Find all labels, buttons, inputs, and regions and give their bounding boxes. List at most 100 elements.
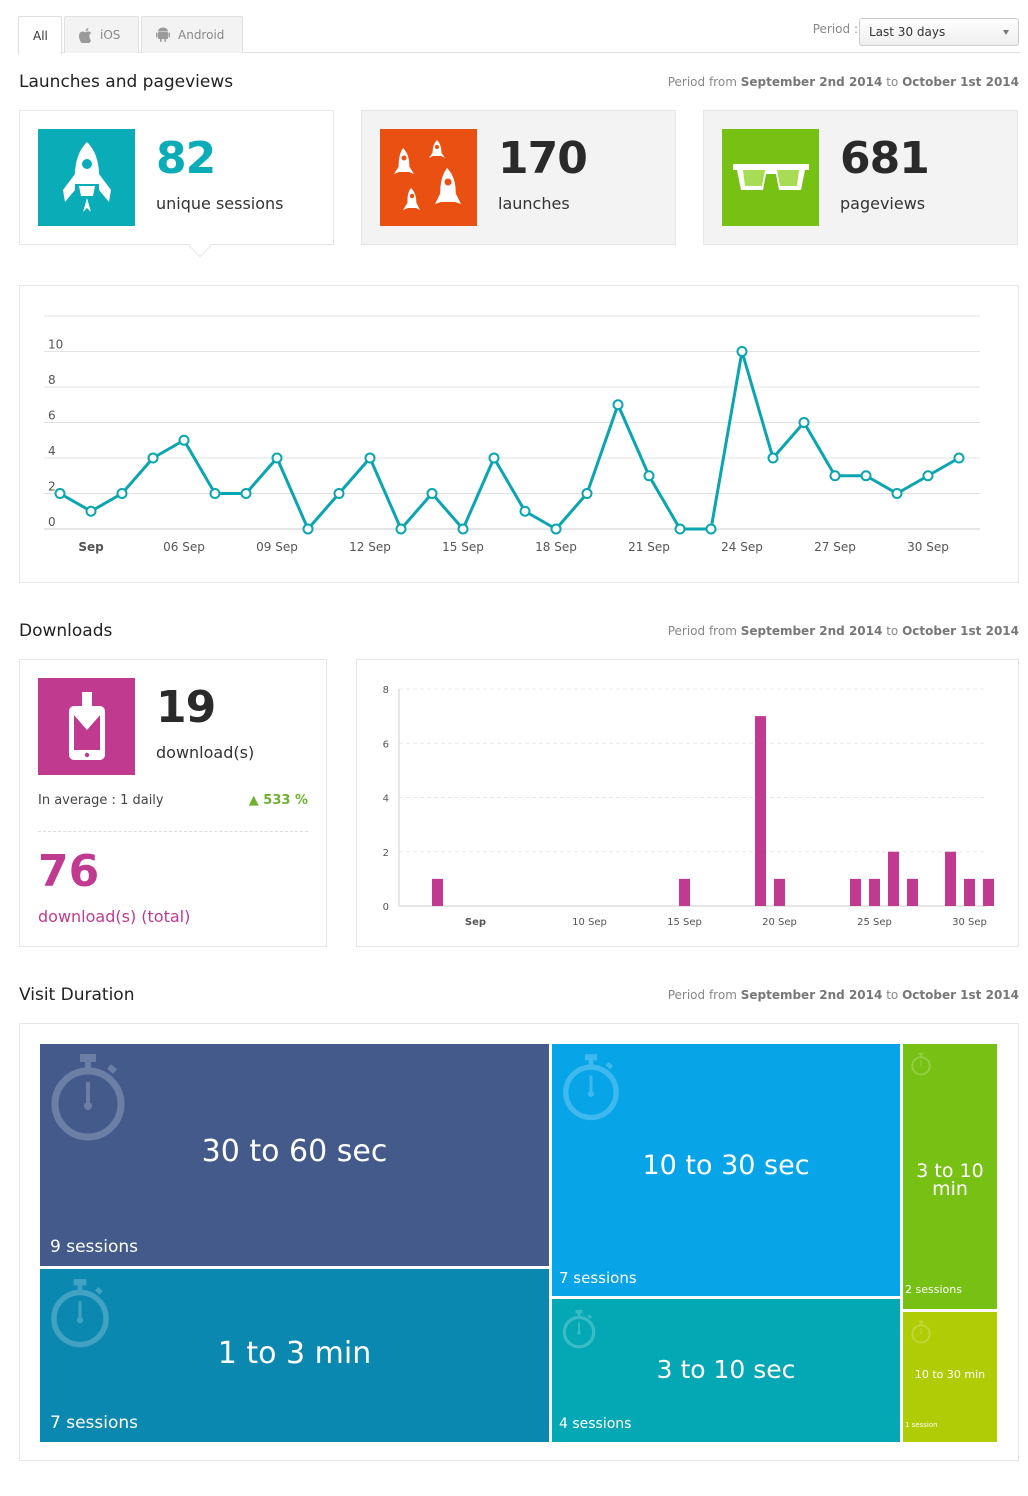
phone-download-icon bbox=[38, 678, 135, 775]
bar bbox=[755, 716, 766, 906]
x-tick-label: 21 Sep bbox=[628, 540, 670, 554]
period-start: September 2nd 2014 bbox=[740, 75, 883, 89]
android-icon bbox=[156, 27, 170, 43]
data-point bbox=[116, 488, 128, 499]
tab-ios[interactable]: iOS bbox=[64, 16, 139, 53]
divider bbox=[38, 831, 308, 832]
pageviews-label: pageviews bbox=[840, 194, 926, 213]
downloads-period-range: Period from September 2nd 2014 to Octobe… bbox=[668, 624, 1019, 638]
launches-value: 170 bbox=[498, 133, 588, 184]
x-tick-label: 25 Sep bbox=[857, 917, 892, 928]
period-end: October 1st 2014 bbox=[902, 988, 1019, 1002]
x-tick-label: 15 Sep bbox=[442, 540, 484, 554]
x-tick-label: 27 Sep bbox=[814, 540, 856, 554]
unique-sessions-card[interactable]: 82 unique sessions bbox=[19, 110, 334, 258]
x-tick-label: 09 Sep bbox=[256, 540, 298, 554]
sessions-line-chart: 0 2 4 6 8 10 Sep 06 Sep 09 Sep 12 Sep 15 Sep 18 Sep… bbox=[44, 315, 980, 554]
bar bbox=[907, 878, 918, 906]
data-point bbox=[736, 346, 748, 357]
data-point bbox=[364, 452, 376, 464]
treemap-block-10-30-sec[interactable]: 10 to 30 sec 7 sessions bbox=[552, 1044, 900, 1296]
data-point bbox=[922, 470, 934, 482]
treemap-block-3-10-sec[interactable]: 3 to 10 sec 4 sessions bbox=[552, 1299, 900, 1442]
x-tick-label: 15 Sep bbox=[667, 917, 702, 928]
rockets-icon bbox=[380, 129, 477, 226]
data-point bbox=[860, 470, 872, 482]
period-select-value: Last 30 days bbox=[869, 25, 946, 39]
stopwatch-icon bbox=[911, 1320, 931, 1344]
y-tick-label: 2 bbox=[48, 480, 56, 494]
period-start: September 2nd 2014 bbox=[740, 988, 883, 1002]
treemap-sessions: 7 sessions bbox=[559, 1269, 637, 1287]
data-point bbox=[550, 523, 562, 535]
period-end: October 1st 2014 bbox=[902, 624, 1019, 638]
period-prefix: Period from bbox=[667, 988, 737, 1002]
data-point bbox=[85, 505, 97, 517]
data-point bbox=[798, 417, 810, 428]
unique-sessions-value: 82 bbox=[156, 133, 216, 184]
period-start: September 2nd 2014 bbox=[740, 624, 883, 638]
pageviews-card[interactable]: 681 pageviews bbox=[703, 110, 1018, 245]
visit-duration-panel: 30 to 60 sec 9 sessions 1 to 3 min 7 ses… bbox=[19, 1023, 1019, 1461]
period-mid: to bbox=[886, 988, 899, 1002]
rocket-icon bbox=[38, 129, 135, 226]
bar bbox=[679, 878, 690, 906]
data-point bbox=[457, 523, 469, 535]
bar bbox=[432, 878, 443, 906]
launches-label: launches bbox=[498, 194, 570, 213]
x-tick-label: 30 Sep bbox=[907, 540, 949, 554]
bar bbox=[869, 878, 880, 906]
x-tick-label: Sep bbox=[465, 917, 486, 928]
data-point bbox=[302, 523, 314, 535]
x-tick-label: Sep bbox=[78, 540, 104, 554]
treemap-block-3-10-min[interactable]: 3 to 10 min 2 sessions bbox=[903, 1044, 997, 1309]
tab-all[interactable]: All bbox=[18, 16, 62, 54]
y-tick-label: 4 bbox=[383, 794, 389, 805]
downloads-card[interactable]: 19 download(s) In average : 1 daily ▲ 53… bbox=[19, 659, 327, 947]
treemap-label: 10 to 30 min bbox=[914, 1368, 986, 1381]
data-point bbox=[395, 523, 407, 535]
y-tick-label: 10 bbox=[48, 338, 63, 352]
downloads-value: 19 bbox=[156, 682, 216, 733]
y-tick-label: 0 bbox=[48, 515, 56, 529]
treemap-block-30-60-sec[interactable]: 30 to 60 sec 9 sessions bbox=[40, 1044, 549, 1266]
y-tick-label: 8 bbox=[383, 685, 389, 696]
period-mid: to bbox=[886, 624, 899, 638]
treemap-sessions: 1 session bbox=[905, 1421, 938, 1429]
data-point bbox=[953, 452, 965, 464]
pageviews-value: 681 bbox=[840, 133, 930, 184]
period-prefix: Period from bbox=[667, 624, 737, 638]
x-tick-label: 30 Sep bbox=[952, 917, 987, 928]
bar bbox=[850, 878, 861, 906]
treemap-sessions: 4 sessions bbox=[559, 1416, 632, 1432]
data-point bbox=[519, 505, 531, 517]
treemap-block-1-3-min[interactable]: 1 to 3 min 7 sessions bbox=[40, 1269, 549, 1442]
data-point bbox=[488, 452, 500, 464]
visit-duration-period-range: Period from September 2nd 2014 to Octobe… bbox=[668, 988, 1019, 1002]
data-point bbox=[54, 488, 66, 499]
tab-ios-label: iOS bbox=[100, 28, 121, 42]
stopwatch-icon bbox=[562, 1309, 596, 1349]
bar bbox=[945, 851, 956, 906]
period-select[interactable]: Last 30 days bbox=[859, 18, 1019, 46]
data-point bbox=[271, 452, 283, 464]
data-point bbox=[674, 523, 686, 535]
launches-card[interactable]: 170 launches bbox=[361, 110, 676, 245]
launches-period-range: Period from September 2nd 2014 to Octobe… bbox=[668, 75, 1019, 89]
data-point bbox=[612, 399, 624, 411]
y-tick-label: 2 bbox=[383, 848, 389, 859]
platform-tabs: All iOS Android bbox=[18, 16, 1020, 54]
treemap-label: 3 to 10 min bbox=[916, 1160, 984, 1200]
data-point bbox=[767, 452, 779, 464]
bar bbox=[983, 878, 994, 906]
y-tick-label: 4 bbox=[48, 444, 56, 458]
treemap-sessions: 9 sessions bbox=[50, 1237, 139, 1257]
downloads-average: In average : 1 daily bbox=[38, 793, 164, 808]
data-point bbox=[147, 452, 159, 464]
tab-android-label: Android bbox=[178, 28, 225, 42]
unique-sessions-label: unique sessions bbox=[156, 194, 284, 213]
treemap-block-10-30-min[interactable]: 10 to 30 min 1 session bbox=[903, 1312, 997, 1442]
period-label: Period : bbox=[812, 22, 858, 36]
tab-android[interactable]: Android bbox=[141, 16, 243, 53]
x-tick-label: 24 Sep bbox=[721, 540, 763, 554]
